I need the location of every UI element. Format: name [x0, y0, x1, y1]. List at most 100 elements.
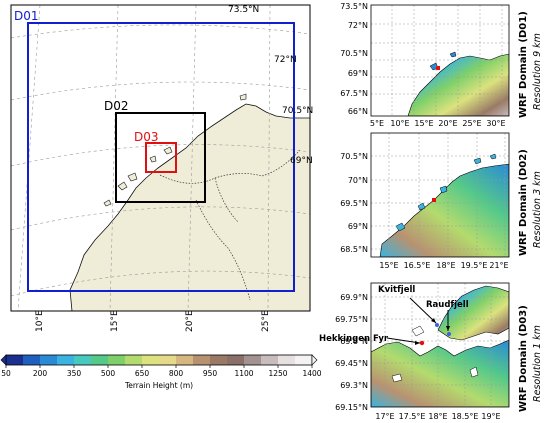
colorbar-cell [6, 355, 24, 365]
p1-xtick-2: 15°E [414, 119, 433, 128]
p3-xtick-1: 17.5°E [399, 412, 426, 421]
colorbar-cell [159, 355, 177, 365]
colorbar-cell [57, 355, 75, 365]
p3-ytick-2: 69.6°N [340, 337, 368, 346]
p1-ytick-0: 73.5°N [340, 2, 368, 11]
colorbar-cell [261, 355, 279, 365]
p1-ytick-2: 70.5°N [340, 49, 368, 58]
p1-xtick-0: 5°E [370, 119, 384, 128]
p2-xtick-1: 16.5°E [404, 261, 431, 270]
label-d03: D03 [134, 130, 159, 144]
p2-ytick-2: 69.5°N [340, 199, 368, 208]
label-d01: D01 [14, 9, 39, 23]
panel-d03: Kvitfjell Raudfjell Hekkingen Fyr 69.9°N… [319, 282, 543, 421]
p3-ytick-3: 69.45°N [335, 359, 368, 368]
graticule [11, 5, 310, 311]
colorbar-cell [176, 355, 194, 365]
p2-xtick-0: 15°E [379, 261, 398, 270]
colorbar-label: Terrain Height (m) [124, 381, 193, 390]
colorbar-tick-label: 350 [67, 369, 82, 378]
islands [103, 93, 247, 207]
colorbar-ticks: 50 200 350 500 650 800 950 1100 1250 1400 [1, 365, 322, 378]
colorbar-cell [278, 355, 296, 365]
p1-xtick-3: 20°E [438, 119, 457, 128]
colorbar-cell [244, 355, 262, 365]
panel-d02-resolution: Resolution 3 km [532, 171, 543, 248]
p2-ytick-1: 70°N [348, 176, 368, 185]
p1-xtick-4: 25°E [462, 119, 481, 128]
colorbar-tick-label: 500 [101, 369, 116, 378]
colorbar-tick-label: 1400 [302, 369, 321, 378]
domain-d01-box [27, 22, 295, 292]
panel-d02-title: WRF Domain (D02) [518, 149, 529, 256]
lon-label-15: 15°E [110, 310, 120, 332]
lat-label-72: 72°N [274, 55, 297, 65]
colorbar-cell [91, 355, 109, 365]
p1-ytick-5: 66°N [348, 107, 368, 116]
p1-xtick-1: 10°E [390, 119, 409, 128]
panel-d02: 70.5°N 70°N 69.5°N 69°N 68.5°N 15°E 16.5… [340, 132, 543, 270]
p1-ytick-4: 67.5°N [340, 89, 368, 98]
colorbar-tick-label: 1250 [268, 369, 287, 378]
lat-label-73-5: 73.5°N [228, 5, 259, 15]
colorbar-cell [74, 355, 92, 365]
p2-ytick-3: 69°N [348, 222, 368, 231]
main-map-frame [10, 4, 311, 312]
p3-xtick-2: 18°E [428, 412, 447, 421]
domain-d03-box [145, 142, 177, 173]
panel-d03-title: WRF Domain (D03) [518, 305, 529, 412]
main-map [11, 5, 310, 311]
colorbar-cell [23, 355, 41, 365]
colorbar-cell [193, 355, 211, 365]
panel-d01-title: WRF Domain (D01) [518, 11, 529, 118]
lon-label-10: 10°E [35, 310, 45, 332]
place-raudfjell: Raudfjell [426, 300, 469, 310]
colorbar-tick-label: 800 [169, 369, 184, 378]
colorbar-cell [40, 355, 58, 365]
place-hekkingen-fyr: Hekkingen Fyr [319, 334, 389, 344]
panel-d01: 73.5°N 72°N 70.5°N 69°N 67.5°N 66°N 5°E … [340, 2, 543, 128]
p3-xtick-0: 17°E [375, 412, 394, 421]
colorbar-tick-label: 200 [33, 369, 48, 378]
p3-ytick-4: 69.3°N [340, 381, 368, 390]
p2-xtick-3: 19.5°E [461, 261, 488, 270]
p1-ytick-3: 69°N [348, 69, 368, 78]
p3-ytick-5: 69.15°N [335, 403, 368, 412]
colorbar-cell [295, 355, 313, 365]
panel-d03-terrain-south [371, 339, 509, 407]
panel-d03-resolution: Resolution 1 km [532, 325, 543, 402]
p3-ytick-1: 69.75°N [335, 315, 368, 324]
panel-d01-resolution: Resolution 9 km [532, 33, 543, 110]
lon-label-25: 25°E [261, 310, 271, 332]
p3-xtick-4: 19°E [481, 412, 500, 421]
p2-ytick-4: 68.5°N [340, 245, 368, 254]
p2-xtick-2: 18°E [436, 261, 455, 270]
panel-d01-terrain [407, 53, 509, 116]
colorbar-cell [210, 355, 228, 365]
p3-ytick-0: 69.9°N [340, 293, 368, 302]
lat-label-69: 69°N [290, 156, 313, 166]
domain-d02-box [115, 112, 206, 203]
colorbar-tick-label: 950 [203, 369, 218, 378]
colorbar-cell [227, 355, 245, 365]
colorbar-cell [108, 355, 126, 365]
lon-label-20: 20°E [185, 310, 195, 332]
colorbar-tick-label: 650 [135, 369, 150, 378]
p1-ytick-1: 72°N [348, 21, 368, 30]
colorbar-cells [6, 355, 313, 365]
label-d02: D02 [104, 99, 129, 113]
place-kvitfjell: Kvitfjell [378, 285, 415, 295]
colorbar-cell [125, 355, 143, 365]
colorbar-tick-label: 1100 [234, 369, 253, 378]
p2-xtick-4: 21°E [489, 261, 508, 270]
land-mass [69, 103, 310, 311]
p2-ytick-0: 70.5°N [340, 152, 368, 161]
colorbar-cell [142, 355, 160, 365]
country-borders [159, 149, 301, 301]
colorbar: 50 200 350 500 650 800 950 1100 1250 1400 Terrain… [0, 354, 322, 390]
p3-xtick-3: 18.5°E [452, 412, 479, 421]
colorbar-tick-label: 50 [1, 369, 11, 378]
lat-label-70-5: 70.5°N [282, 106, 313, 116]
p1-xtick-5: 30°E [486, 119, 505, 128]
